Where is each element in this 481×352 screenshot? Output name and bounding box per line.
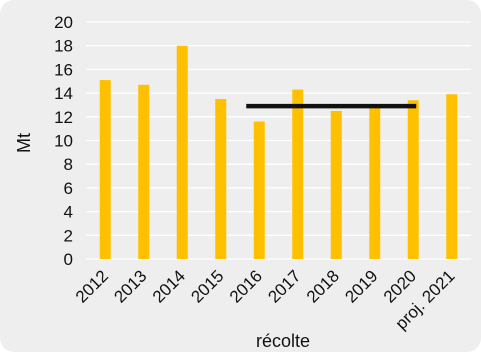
y-tick-label: 2 — [64, 226, 73, 245]
y-tick-label: 12 — [54, 108, 73, 127]
y-tick-label: 4 — [64, 203, 73, 222]
x-tick-label: 2017 — [264, 266, 304, 306]
bar — [369, 107, 381, 259]
x-axis-title: récolte — [256, 331, 310, 351]
y-axis-title: Mt — [14, 133, 34, 153]
x-tick-label: 2016 — [226, 266, 266, 306]
y-tick-label: 14 — [54, 84, 73, 103]
bars — [99, 45, 458, 260]
x-tick-label: 2014 — [149, 266, 189, 306]
x-tick-labels: 201220132014201520162017201820192020proj… — [72, 266, 459, 333]
bar — [215, 99, 227, 260]
x-tick-label: 2019 — [341, 266, 381, 306]
bar — [138, 84, 150, 260]
bar — [253, 121, 265, 259]
y-tick-label: 16 — [54, 60, 73, 79]
y-tick-label: 6 — [64, 179, 73, 198]
y-tick-label: 18 — [54, 37, 73, 56]
bar — [99, 80, 111, 259]
y-tick-label: 0 — [64, 250, 73, 269]
y-tick-label: 10 — [54, 132, 73, 151]
bar — [176, 45, 188, 260]
y-tick-label: 20 — [54, 13, 73, 32]
x-tick-label: 2013 — [110, 266, 150, 306]
bar — [330, 110, 342, 259]
gridlines — [86, 21, 471, 260]
x-tick-label: 2018 — [303, 266, 343, 306]
x-tick-label: 2012 — [72, 266, 112, 306]
y-tick-labels: 0 2 4 6 8 10 12 14 16 18 20 — [54, 13, 73, 269]
bar — [446, 94, 458, 259]
x-tick-label: 2015 — [187, 266, 227, 306]
y-tick-label: 8 — [64, 155, 73, 174]
bar — [407, 100, 419, 260]
bar — [292, 89, 304, 259]
